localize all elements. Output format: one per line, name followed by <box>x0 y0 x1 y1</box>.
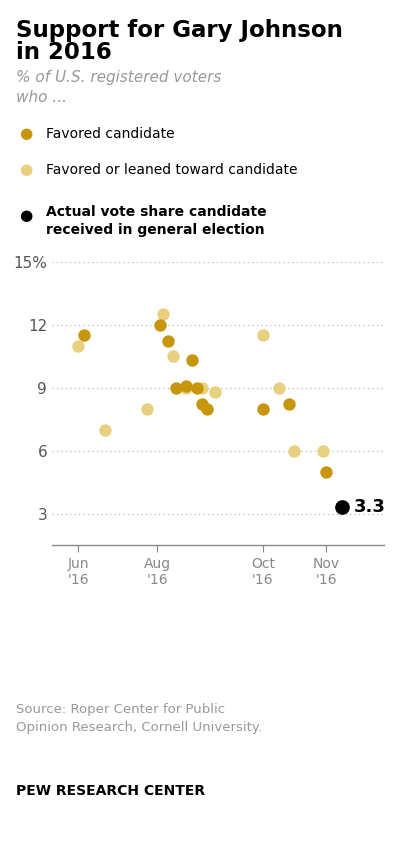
Point <box>276 381 282 394</box>
Text: Actual vote share candidate
received in general election: Actual vote share candidate received in … <box>46 205 267 237</box>
Text: Support for Gary Johnson: Support for Gary Johnson <box>16 19 343 42</box>
Text: ●: ● <box>19 162 33 177</box>
Point <box>102 423 108 436</box>
Point <box>144 402 150 416</box>
Point <box>75 339 82 353</box>
Point <box>170 349 176 363</box>
Point <box>80 328 87 342</box>
Point <box>160 308 166 321</box>
Point <box>204 402 211 416</box>
Text: in 2016: in 2016 <box>16 41 112 64</box>
Text: ●: ● <box>19 208 33 223</box>
Point <box>260 402 266 416</box>
Point <box>212 385 218 399</box>
Point <box>199 398 205 412</box>
Point <box>199 381 205 394</box>
Point <box>260 328 266 342</box>
Point <box>291 444 298 458</box>
Point <box>339 501 345 515</box>
Point <box>157 318 163 331</box>
Point <box>165 335 171 348</box>
Point <box>188 354 195 367</box>
Point <box>320 444 326 458</box>
Point <box>173 381 179 394</box>
Text: Favored or leaned toward candidate: Favored or leaned toward candidate <box>46 163 298 176</box>
Point <box>183 379 190 393</box>
Text: % of U.S. registered voters
who ...: % of U.S. registered voters who ... <box>16 70 221 106</box>
Text: Favored candidate: Favored candidate <box>46 127 175 141</box>
Point <box>194 381 200 394</box>
Text: Source: Roper Center for Public
Opinion Research, Cornell University.: Source: Roper Center for Public Opinion … <box>16 703 262 734</box>
Point <box>183 381 190 394</box>
Text: PEW RESEARCH CENTER: PEW RESEARCH CENTER <box>16 784 205 797</box>
Point <box>323 465 329 479</box>
Point <box>286 398 292 412</box>
Text: 3.3: 3.3 <box>354 498 385 516</box>
Text: ●: ● <box>19 126 33 141</box>
